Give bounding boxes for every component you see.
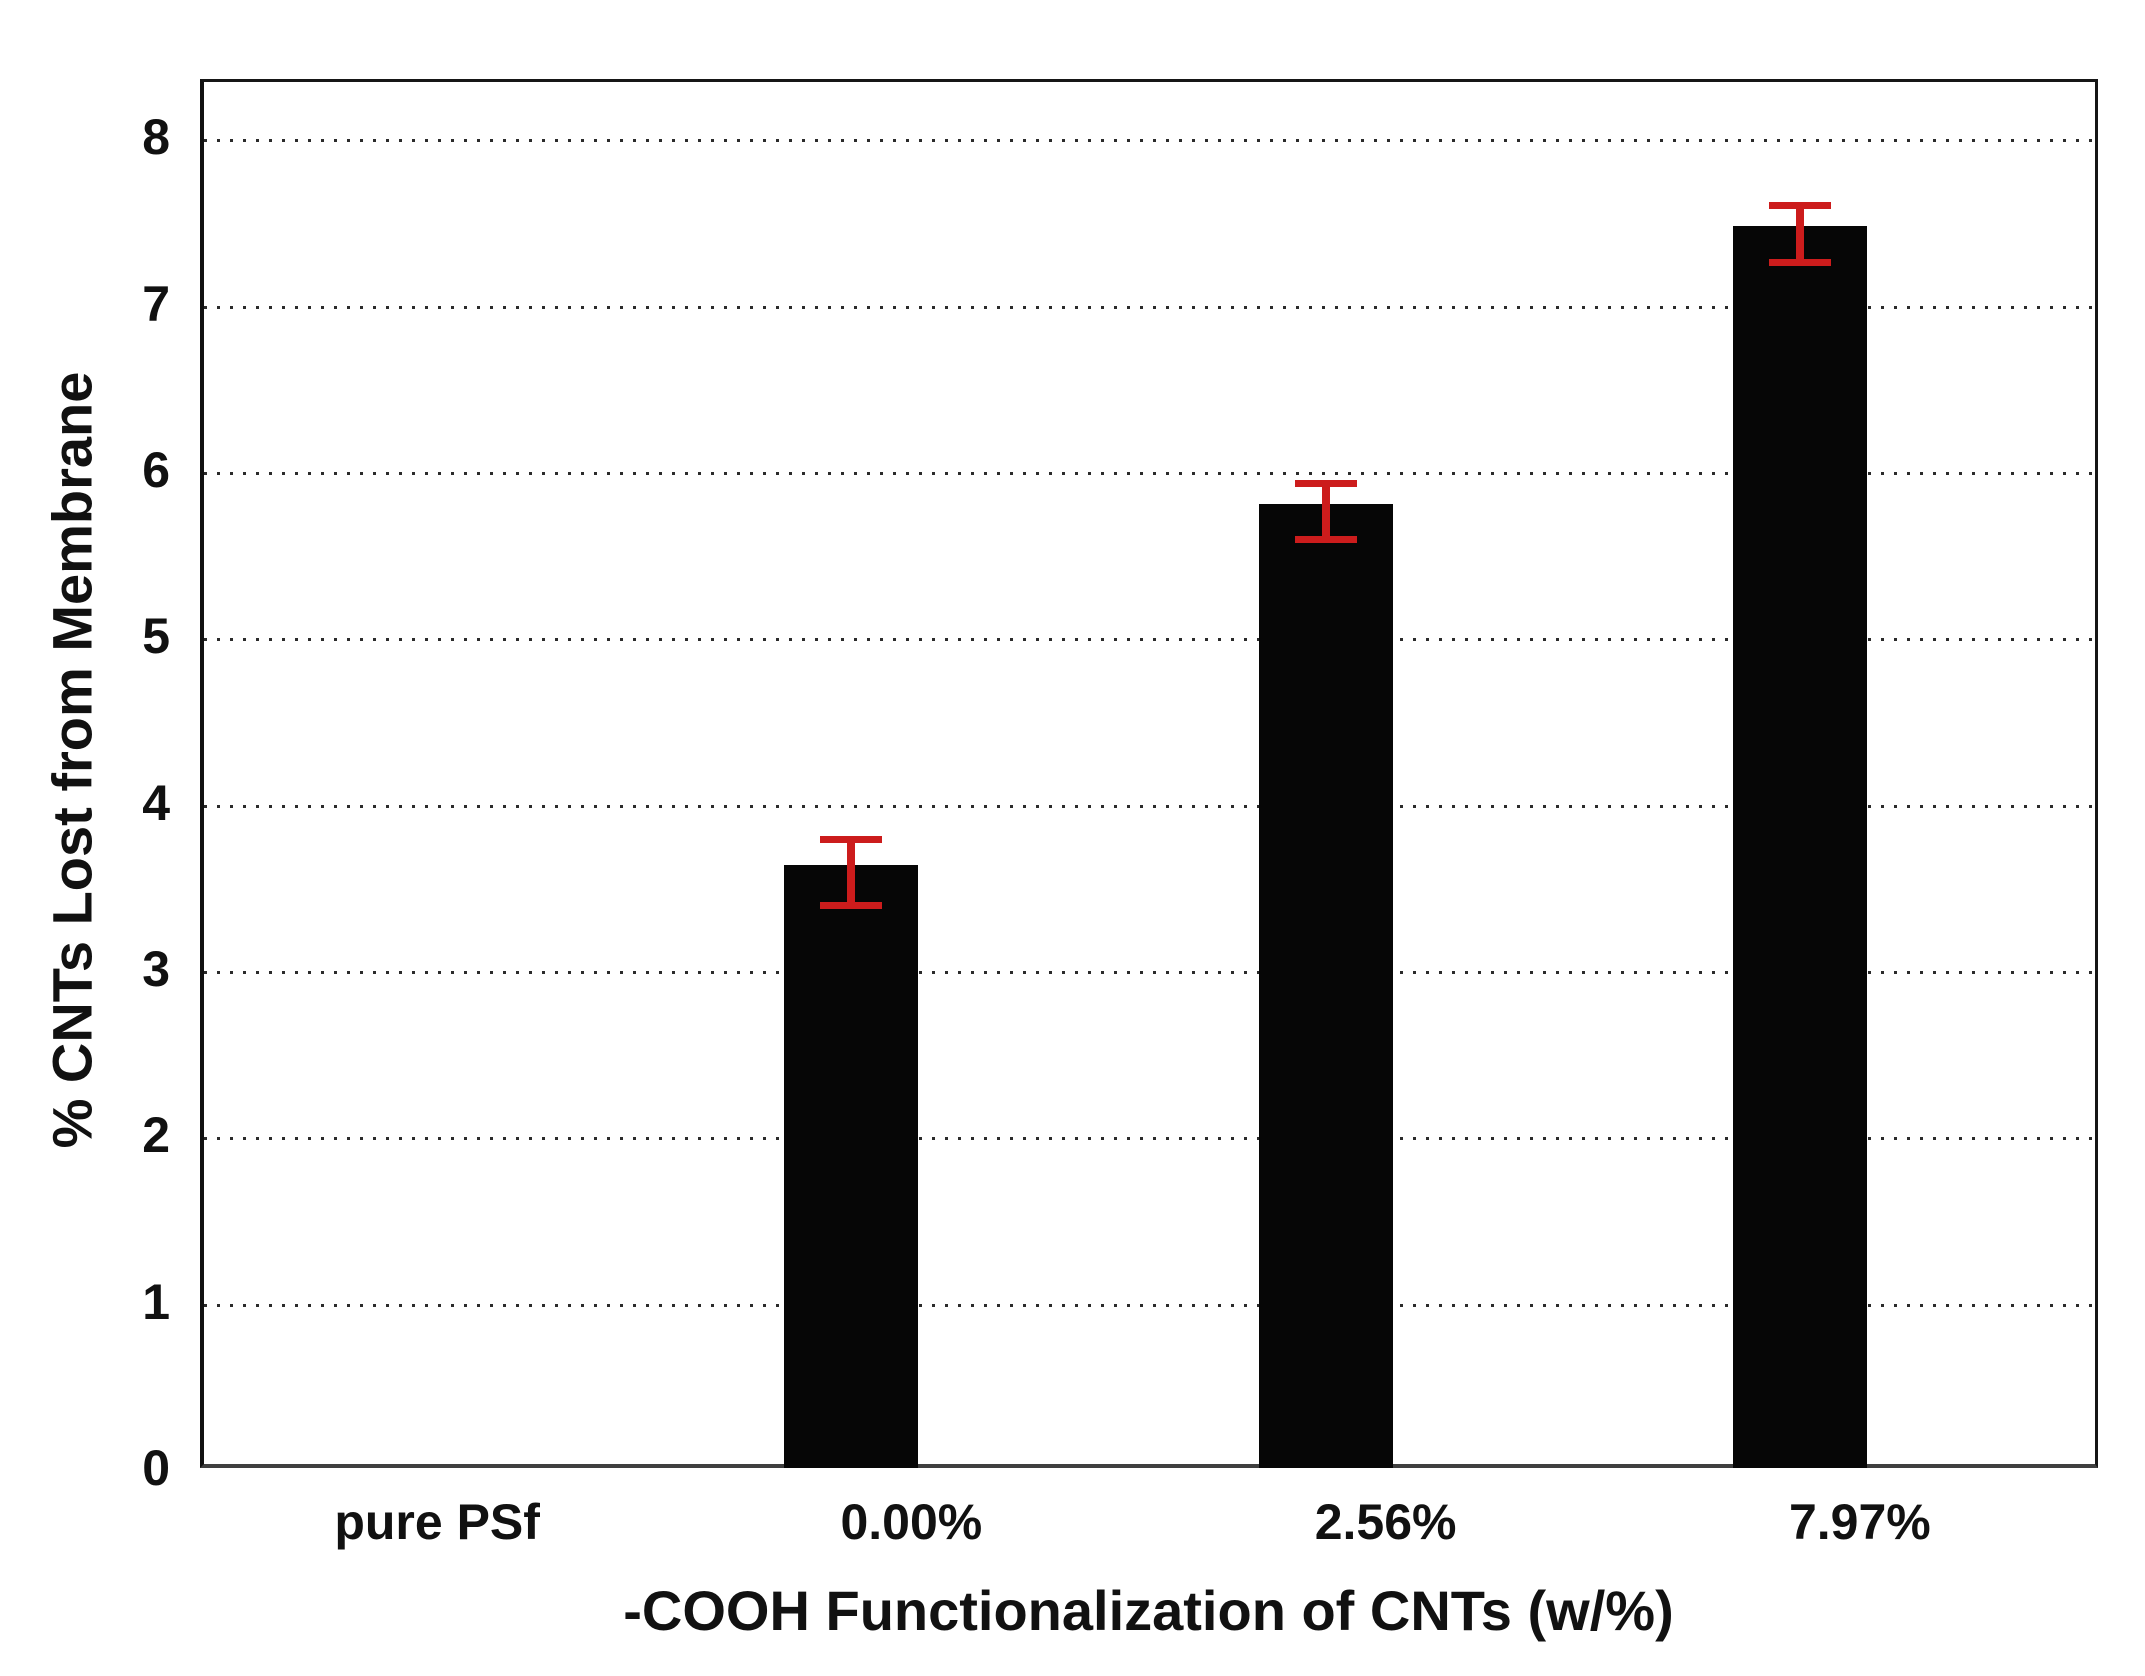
y-tick-label-6: 6 xyxy=(142,441,170,498)
bar-0-00 xyxy=(784,865,919,1468)
h-gridline-8 xyxy=(204,139,2095,143)
error-bar-7-97 xyxy=(1795,205,1804,262)
error-bar-cap-bottom-2-56 xyxy=(1294,536,1357,544)
error-bar-cap-top-0-00 xyxy=(820,835,883,843)
y-tick-label-4: 4 xyxy=(142,774,170,831)
bar-7-97 xyxy=(1732,226,1867,1468)
h-gridline-1 xyxy=(204,1303,2095,1307)
error-bar-cap-bottom-7-97 xyxy=(1768,258,1831,266)
y-tick-label-8: 8 xyxy=(142,109,170,166)
error-bar-cap-top-2-56 xyxy=(1294,479,1357,487)
error-bar-0-00 xyxy=(847,838,856,906)
h-gridline-6 xyxy=(204,471,2095,475)
y-tick-label-7: 7 xyxy=(142,275,170,332)
plot-area xyxy=(200,79,2098,1468)
x-tick-label-pure-psf: pure PSf xyxy=(334,1494,540,1550)
y-tick-label-2: 2 xyxy=(142,1107,170,1164)
x-tick-label-7-97: 7.97% xyxy=(1788,1494,1931,1550)
bar-2-56 xyxy=(1258,504,1393,1468)
error-bar-cap-bottom-0-00 xyxy=(820,902,883,910)
y-tick-label-3: 3 xyxy=(142,940,170,997)
y-tick-label-1: 1 xyxy=(142,1273,170,1330)
h-gridline-7 xyxy=(204,305,2095,309)
error-bar-cap-top-7-97 xyxy=(1768,202,1831,210)
y-tick-label-0: 0 xyxy=(142,1440,170,1496)
x-tick-label-2-56: 2.56% xyxy=(1314,1494,1457,1550)
h-gridline-3 xyxy=(204,970,2095,974)
x-axis-title: -COOH Functionalization of CNTs (w/%) xyxy=(623,1579,1674,1642)
y-tick-label-5: 5 xyxy=(142,608,170,665)
x-tick-label-0-00: 0.00% xyxy=(840,1494,983,1550)
error-bar-2-56 xyxy=(1321,482,1330,540)
h-gridline-4 xyxy=(204,804,2095,808)
h-gridline-5 xyxy=(204,638,2095,642)
h-gridline-2 xyxy=(204,1137,2095,1141)
